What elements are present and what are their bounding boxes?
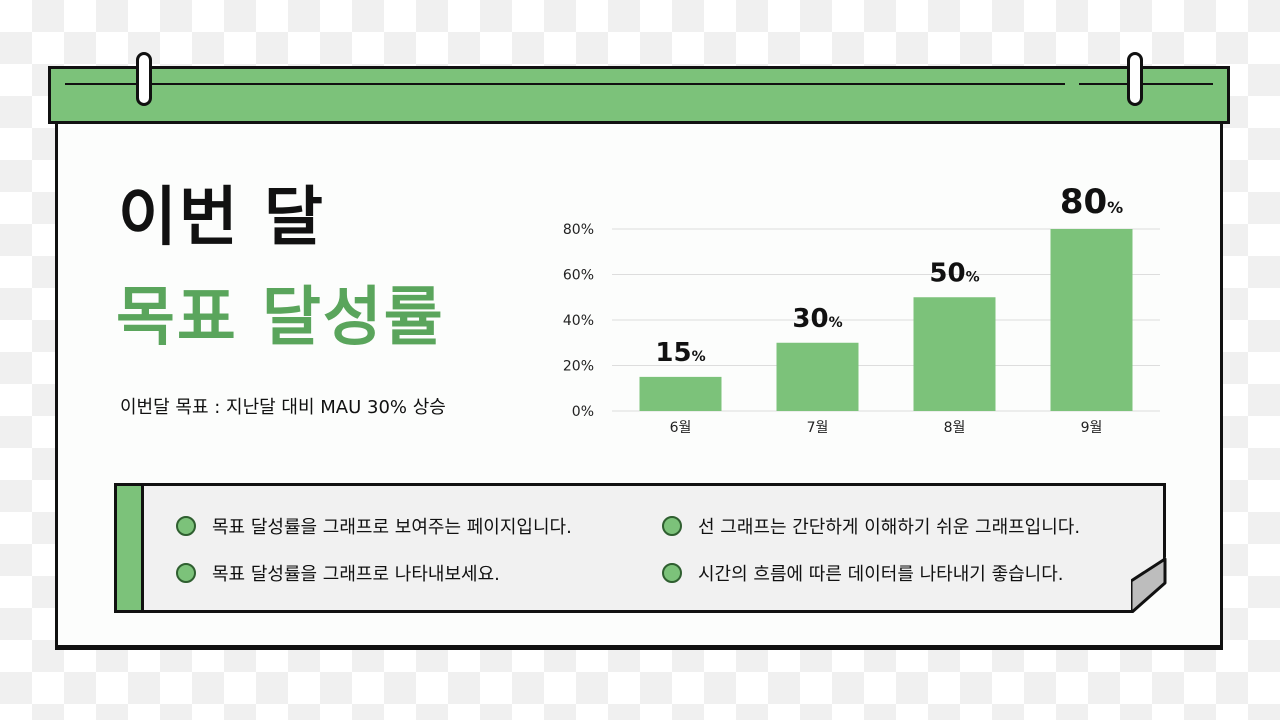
bar (639, 376, 722, 411)
bar-value-label: 30% (792, 304, 842, 334)
note-item-text: 시간의 흐름에 따른 데이터를 나타내기 좋습니다. (698, 564, 1064, 585)
chart-value-labels: 15% 30% 50% 80% (655, 182, 1123, 368)
goal-description: 이번달 목표 : 지난달 대비 MAU 30% 상승 (120, 397, 446, 418)
note-item-text: 선 그래프는 간단하게 이해하기 쉬운 그래프입니다. (698, 517, 1081, 538)
note-item: 목표 달성률을 그래프로 나타내보세요. (176, 560, 500, 586)
x-tick-label: 8월 (944, 420, 966, 436)
goal-bar-chart: 0% 20% 40% 60% 80% 15% 30% 50% 80% 6월 7월 8월 9월 (563, 182, 1160, 436)
y-tick-label: 60% (563, 268, 594, 284)
page-subtitle-heading: 목표 달성률 (116, 281, 445, 355)
chart-bars (639, 229, 1133, 411)
bar (913, 297, 996, 411)
bullet-dot-icon (176, 563, 196, 583)
y-tick-label: 0% (572, 404, 594, 420)
page-title: 이번 달 (118, 181, 325, 255)
note-item: 선 그래프는 간단하게 이해하기 쉬운 그래프입니다. (662, 513, 1080, 539)
note-stripe (117, 486, 144, 610)
note-page-fold (1131, 557, 1167, 613)
chart-y-axis: 0% 20% 40% 60% 80% (563, 222, 594, 420)
header-rail (48, 66, 1230, 124)
y-tick-label: 40% (563, 313, 594, 329)
rail-line-left (65, 83, 1065, 85)
note-item: 목표 달성률을 그래프로 보여주는 페이지입니다. (176, 513, 572, 539)
bar-value-label: 15% (655, 338, 705, 368)
binder-clip-left (136, 52, 152, 106)
y-tick-label: 80% (563, 222, 594, 238)
x-tick-label: 7월 (807, 420, 829, 436)
bullet-dot-icon (176, 516, 196, 536)
bar-value-label: 50% (929, 258, 979, 288)
bar (776, 342, 859, 411)
x-tick-label: 9월 (1081, 420, 1103, 436)
bullet-dot-icon (662, 563, 682, 583)
rail-line-right (1079, 83, 1213, 85)
note-item-text: 목표 달성률을 그래프로 보여주는 페이지입니다. (212, 517, 572, 538)
bar-value-label: 80% (1060, 182, 1123, 222)
note-card (114, 483, 1166, 613)
chart-x-axis: 6월 7월 8월 9월 (670, 420, 1103, 436)
note-item: 시간의 흐름에 따른 데이터를 나타내기 좋습니다. (662, 560, 1064, 586)
binder-clip-right (1127, 52, 1143, 106)
y-tick-label: 20% (563, 359, 594, 375)
bullet-dot-icon (662, 516, 682, 536)
note-item-text: 목표 달성률을 그래프로 나타내보세요. (212, 564, 500, 585)
x-tick-label: 6월 (670, 420, 692, 436)
bar (1050, 229, 1133, 411)
